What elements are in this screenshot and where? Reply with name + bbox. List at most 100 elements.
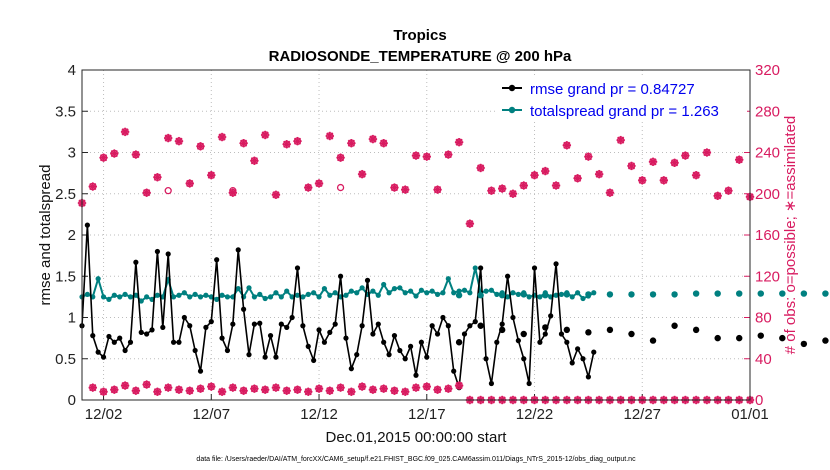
obs-circle bbox=[379, 139, 388, 148]
legend-box bbox=[497, 77, 747, 121]
spread-point bbox=[170, 294, 177, 300]
spread-point bbox=[504, 294, 511, 300]
rmse-point bbox=[144, 331, 150, 337]
rmse-point bbox=[434, 331, 441, 337]
spread-point bbox=[580, 295, 586, 302]
spread-point bbox=[176, 292, 182, 298]
obs-count-point bbox=[185, 179, 194, 188]
rmse-point bbox=[316, 327, 322, 333]
legend-rmse-label: rmse grand pr = 0.84727 bbox=[530, 81, 695, 98]
obs-possible-point bbox=[336, 183, 345, 192]
obs-circle bbox=[401, 387, 410, 396]
x-tick-label: 12/17 bbox=[408, 406, 446, 423]
obs-count-low-point bbox=[131, 386, 141, 395]
obs-circle bbox=[649, 157, 657, 166]
spread-point bbox=[246, 285, 252, 291]
obs-count-point bbox=[260, 130, 270, 140]
obs-circle bbox=[358, 382, 366, 391]
obs-count-point bbox=[541, 166, 550, 176]
y-axis-label: rmse and totalspread bbox=[37, 165, 54, 306]
spread-point bbox=[429, 288, 435, 294]
spread-point bbox=[197, 294, 204, 300]
rmse-daily-point bbox=[779, 334, 786, 342]
chart-title: Tropics bbox=[393, 27, 446, 44]
spread-point bbox=[187, 294, 193, 300]
obs-count-point bbox=[627, 161, 636, 171]
x-tick-label: 12/12 bbox=[300, 406, 338, 423]
obs-circle bbox=[142, 380, 151, 389]
spread-daily-point bbox=[692, 290, 700, 297]
y-tick-label: 0 bbox=[68, 392, 76, 409]
spread-point bbox=[375, 292, 381, 298]
spread-point bbox=[181, 290, 187, 296]
rmse-point bbox=[499, 321, 505, 327]
rmse-point bbox=[440, 314, 446, 321]
obs-circle bbox=[412, 383, 420, 392]
spread-point bbox=[467, 290, 473, 296]
spread-point bbox=[257, 291, 263, 297]
obs-count-point bbox=[207, 170, 216, 180]
obs-circle bbox=[164, 134, 172, 142]
rmse-point bbox=[321, 339, 328, 345]
obs-count-low-point bbox=[411, 383, 421, 392]
obs-circle bbox=[379, 384, 388, 393]
obs-circle bbox=[616, 136, 625, 144]
rmse-point bbox=[278, 321, 284, 327]
obs-count-point bbox=[605, 188, 615, 197]
obs-circle bbox=[713, 192, 722, 200]
spread-daily-point bbox=[585, 291, 592, 298]
rmse-point bbox=[332, 321, 338, 327]
obs-circle bbox=[336, 383, 345, 392]
obs-circle bbox=[369, 135, 377, 143]
rmse-point bbox=[100, 354, 107, 360]
obs-count-low-point bbox=[379, 384, 388, 393]
rmse-point bbox=[413, 372, 419, 378]
obs-circle bbox=[401, 185, 410, 194]
obs-count-point bbox=[519, 181, 528, 190]
rmse-point bbox=[461, 331, 468, 337]
rmse-point bbox=[402, 356, 408, 362]
rmse-point bbox=[483, 356, 489, 362]
obs-count-point bbox=[465, 219, 475, 228]
rmse-point bbox=[354, 352, 360, 358]
obs-circle bbox=[121, 381, 129, 390]
obs-circle bbox=[422, 382, 431, 391]
spread-point bbox=[100, 294, 107, 300]
spread-point bbox=[483, 288, 489, 294]
spread-point bbox=[316, 294, 322, 300]
rmse-point bbox=[219, 335, 225, 341]
obs-circle bbox=[466, 219, 474, 228]
y2-tick-label: 0 bbox=[755, 392, 763, 409]
obs-count-point bbox=[551, 181, 561, 190]
obs-circle bbox=[282, 386, 291, 395]
spread-daily-point bbox=[455, 292, 463, 299]
obs-count-point bbox=[444, 150, 453, 159]
obs-count-point bbox=[573, 174, 582, 183]
obs-circle bbox=[272, 190, 280, 199]
obs-circle bbox=[573, 174, 582, 183]
rmse-point bbox=[251, 321, 257, 327]
spread-daily-point bbox=[498, 292, 506, 299]
spread-point bbox=[537, 294, 543, 300]
obs-circle bbox=[670, 159, 679, 167]
y2-axis-label: # of obs: o=possible; ∗=assimilated bbox=[782, 116, 799, 355]
obs-count-point bbox=[487, 186, 496, 195]
obs-circle bbox=[99, 153, 108, 162]
spread-point bbox=[321, 286, 328, 292]
rmse-point bbox=[176, 339, 182, 345]
rmse-daily-point bbox=[714, 334, 721, 342]
rmse-point bbox=[284, 324, 290, 330]
rmse-daily-point bbox=[455, 339, 463, 346]
y-tick-label: 4 bbox=[68, 62, 76, 79]
obs-count-point bbox=[594, 169, 604, 179]
rmse-point bbox=[386, 352, 392, 358]
obs-count-point bbox=[336, 153, 345, 162]
rmse-point bbox=[230, 321, 236, 327]
rmse-point bbox=[208, 319, 214, 325]
spread-point bbox=[224, 294, 231, 300]
obs-count-point bbox=[681, 151, 690, 160]
obs-circle bbox=[239, 139, 248, 148]
rmse-point bbox=[370, 331, 376, 337]
obs-circle bbox=[196, 384, 205, 393]
rmse-point bbox=[472, 319, 478, 325]
